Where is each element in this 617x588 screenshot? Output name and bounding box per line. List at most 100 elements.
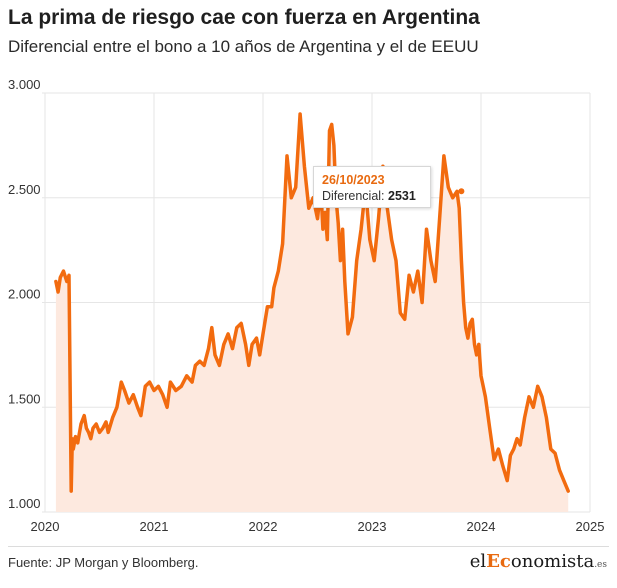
data-point[interactable]	[190, 380, 194, 384]
data-point[interactable]	[115, 405, 119, 409]
data-point[interactable]	[131, 393, 135, 397]
data-point[interactable]	[294, 185, 298, 189]
data-point[interactable]	[446, 185, 450, 189]
highlight-point[interactable]	[458, 188, 465, 195]
data-point[interactable]	[472, 342, 476, 346]
data-point[interactable]	[323, 210, 327, 214]
data-point[interactable]	[185, 374, 189, 378]
data-point[interactable]	[501, 464, 505, 468]
data-point[interactable]	[515, 437, 519, 441]
data-point[interactable]	[67, 273, 71, 277]
data-point[interactable]	[276, 269, 280, 273]
data-point[interactable]	[536, 384, 540, 388]
data-point[interactable]	[411, 290, 415, 294]
data-point[interactable]	[244, 342, 248, 346]
data-point[interactable]	[307, 206, 311, 210]
data-point[interactable]	[429, 259, 433, 263]
data-point[interactable]	[557, 468, 561, 472]
data-point[interactable]	[420, 301, 424, 305]
data-point[interactable]	[562, 479, 566, 483]
data-point[interactable]	[438, 217, 442, 221]
data-point[interactable]	[549, 447, 553, 451]
data-point[interactable]	[106, 430, 110, 434]
data-point[interactable]	[91, 426, 95, 430]
data-point[interactable]	[523, 416, 527, 420]
data-point[interactable]	[302, 164, 306, 168]
data-point[interactable]	[98, 430, 102, 434]
data-point[interactable]	[359, 227, 363, 231]
data-point[interactable]	[148, 380, 152, 384]
data-point[interactable]	[119, 380, 123, 384]
data-point[interactable]	[518, 443, 522, 447]
data-point[interactable]	[457, 206, 461, 210]
data-point[interactable]	[217, 363, 221, 367]
data-point[interactable]	[468, 321, 472, 325]
data-point[interactable]	[505, 479, 509, 483]
data-point[interactable]	[136, 405, 140, 409]
data-point[interactable]	[161, 393, 165, 397]
data-point[interactable]	[54, 280, 58, 284]
data-point[interactable]	[350, 315, 354, 319]
data-point[interactable]	[210, 326, 214, 330]
data-point[interactable]	[325, 238, 329, 242]
data-point[interactable]	[79, 422, 83, 426]
data-point[interactable]	[332, 143, 336, 147]
data-point[interactable]	[139, 414, 143, 418]
data-point[interactable]	[226, 332, 230, 336]
data-point[interactable]	[377, 217, 381, 221]
data-point[interactable]	[327, 129, 331, 133]
data-point[interactable]	[198, 359, 202, 363]
data-point[interactable]	[394, 259, 398, 263]
data-point[interactable]	[544, 416, 548, 420]
data-point[interactable]	[475, 353, 479, 357]
brand-logo[interactable]: elEconomista.es	[470, 551, 607, 572]
data-point[interactable]	[101, 426, 105, 430]
data-point[interactable]	[492, 458, 496, 462]
data-point[interactable]	[390, 238, 394, 242]
data-point[interactable]	[368, 238, 372, 242]
data-point[interactable]	[247, 363, 251, 367]
data-point[interactable]	[403, 317, 407, 321]
data-point[interactable]	[58, 275, 62, 279]
data-point[interactable]	[62, 269, 66, 273]
data-point[interactable]	[174, 388, 178, 392]
data-point[interactable]	[254, 336, 258, 340]
data-point[interactable]	[483, 395, 487, 399]
data-point[interactable]	[193, 363, 197, 367]
data-point[interactable]	[355, 259, 359, 263]
data-point[interactable]	[479, 374, 483, 378]
data-point[interactable]	[123, 388, 127, 392]
data-point[interactable]	[76, 441, 80, 445]
data-point[interactable]	[82, 414, 86, 418]
data-point[interactable]	[540, 395, 544, 399]
data-point[interactable]	[433, 280, 437, 284]
data-point[interactable]	[488, 426, 492, 430]
data-point[interactable]	[346, 332, 350, 336]
data-point[interactable]	[156, 384, 160, 388]
data-point[interactable]	[531, 405, 535, 409]
series-line[interactable]	[54, 112, 570, 493]
data-point[interactable]	[213, 353, 217, 357]
data-point[interactable]	[338, 259, 342, 263]
data-point[interactable]	[372, 259, 376, 263]
data-point[interactable]	[84, 426, 88, 430]
data-point[interactable]	[258, 353, 262, 357]
data-point[interactable]	[407, 273, 411, 277]
data-point[interactable]	[285, 154, 289, 158]
data-point[interactable]	[496, 447, 500, 451]
data-point[interactable]	[416, 269, 420, 273]
data-point[interactable]	[464, 326, 468, 330]
data-point[interactable]	[527, 395, 531, 399]
data-point[interactable]	[65, 280, 69, 284]
data-point[interactable]	[566, 489, 570, 493]
data-point[interactable]	[442, 154, 446, 158]
data-point[interactable]	[425, 227, 429, 231]
data-point[interactable]	[168, 380, 172, 384]
data-point[interactable]	[451, 196, 455, 200]
data-point[interactable]	[202, 363, 206, 367]
data-point[interactable]	[462, 301, 466, 305]
data-point[interactable]	[165, 405, 169, 409]
data-point[interactable]	[316, 217, 320, 221]
data-point[interactable]	[222, 342, 226, 346]
data-point[interactable]	[74, 435, 78, 439]
